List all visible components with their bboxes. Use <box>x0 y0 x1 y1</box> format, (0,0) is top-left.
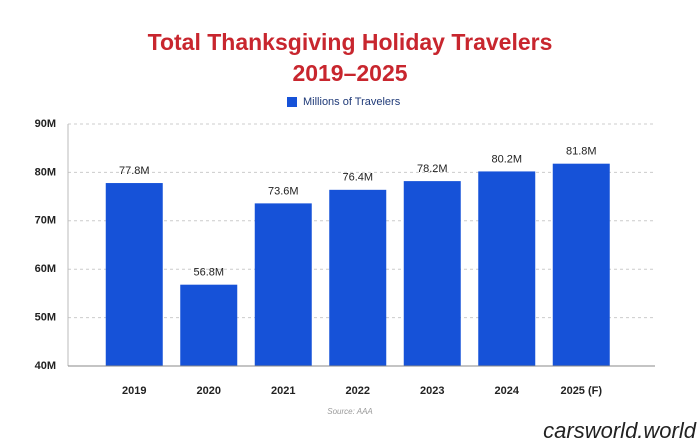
legend-label: Millions of Travelers <box>303 96 401 108</box>
value-label: 80.2M <box>491 153 522 165</box>
value-label: 76.4M <box>342 172 373 184</box>
bar <box>254 203 312 366</box>
value-label: 77.8M <box>119 165 150 177</box>
x-tick-label: 2019 <box>122 385 146 397</box>
value-label: 81.8M <box>566 146 597 158</box>
x-tick-label: 2020 <box>197 385 221 397</box>
y-tick-label: 50M <box>35 312 56 324</box>
y-tick-label: 80M <box>35 166 56 178</box>
value-label: 73.6M <box>268 185 299 197</box>
legend-swatch <box>287 97 297 107</box>
y-tick-label: 40M <box>35 360 56 372</box>
x-tick-label: 2025 (F) <box>560 385 602 397</box>
bar <box>329 189 387 366</box>
x-tick-label: 2022 <box>346 385 370 397</box>
bar <box>180 284 238 366</box>
x-tick-label: 2023 <box>420 385 444 397</box>
bar <box>552 163 610 366</box>
value-label: 56.8M <box>193 267 224 279</box>
bar <box>478 171 536 366</box>
chart-subtitle: 2019–2025 <box>292 60 407 86</box>
y-tick-label: 70M <box>35 215 56 227</box>
chart-title: Total Thanksgiving Holiday Travelers <box>148 29 553 55</box>
bar <box>403 181 461 366</box>
value-label: 78.2M <box>417 163 448 175</box>
watermark: carsworld.world <box>543 418 697 443</box>
bar <box>105 183 163 366</box>
source: Source: AAA <box>327 407 373 416</box>
x-tick-label: 2024 <box>495 385 520 397</box>
y-tick-label: 60M <box>35 263 56 275</box>
y-tick-label: 90M <box>35 118 56 130</box>
x-tick-label: 2021 <box>271 385 295 397</box>
